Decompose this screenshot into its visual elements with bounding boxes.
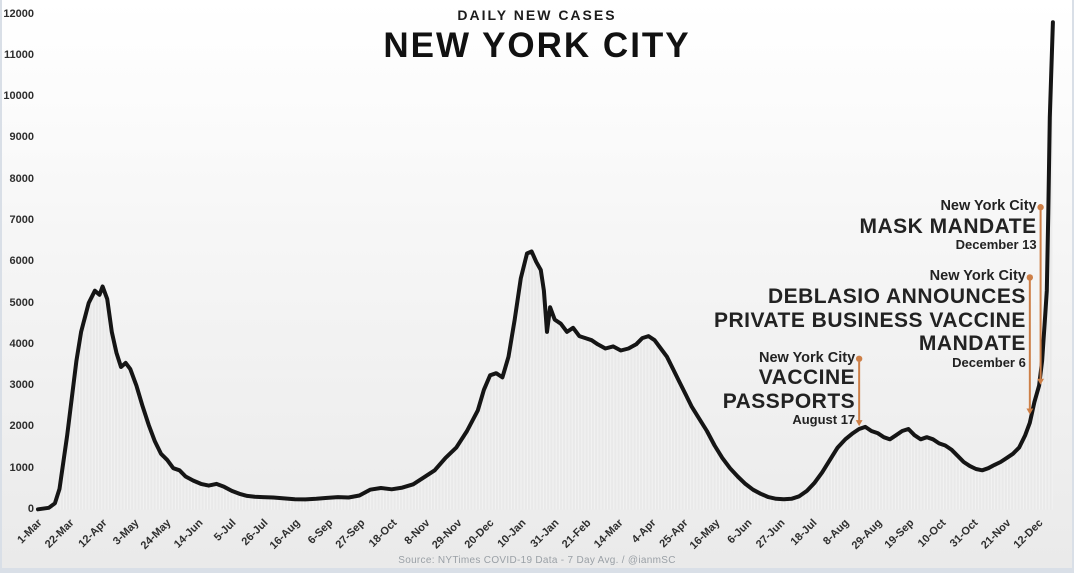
annotation-title-line: MANDATE bbox=[918, 332, 1026, 356]
y-tick-label: 12000 bbox=[3, 7, 34, 20]
annotation-title-line: MASK MANDATE bbox=[859, 214, 1037, 238]
y-tick-label: 0 bbox=[27, 503, 34, 515]
annotation-title-line: PASSPORTS bbox=[722, 389, 856, 413]
annotation-1: New York City DEBLASIO ANNOUNCES PRIVATE B… bbox=[714, 269, 1026, 370]
chart-subtitle: DAILY NEW CASES bbox=[457, 7, 617, 23]
y-tick-label: 1000 bbox=[9, 461, 34, 474]
y-tick-label: 3000 bbox=[9, 379, 34, 392]
y-tick-label: 2000 bbox=[9, 420, 34, 433]
y-tick-label: 10000 bbox=[3, 90, 34, 103]
y-tick-label: 5000 bbox=[9, 296, 34, 309]
annotation-city-label: New York City bbox=[758, 349, 856, 366]
y-tick-label: 9000 bbox=[9, 131, 34, 144]
y-tick-label: 11000 bbox=[4, 48, 34, 61]
source-credit: Source: NYTimes COVID-19 Data - 7 Day Av… bbox=[398, 555, 676, 566]
annotation-city-label: New York City bbox=[929, 268, 1026, 285]
y-tick-label: 6000 bbox=[9, 255, 34, 268]
annotation-date-label: August 17 bbox=[792, 412, 856, 428]
area-fill bbox=[38, 22, 1053, 510]
cases-line bbox=[36, 20, 1055, 512]
annotation-0: New York City VACCINE PASSPORTS August 17 bbox=[722, 349, 856, 429]
annotation-date-label: December 6 bbox=[952, 354, 1026, 370]
annotation-city-label: New York City bbox=[940, 198, 1037, 215]
annotation-2: New York City MASK MANDATE December 13 bbox=[860, 199, 1037, 253]
y-tick-label: 7000 bbox=[9, 213, 34, 226]
annotation-arrows bbox=[855, 204, 1044, 427]
annotation-title-line: PRIVATE BUSINESS VACCINE bbox=[713, 308, 1026, 332]
y-tick-label: 8000 bbox=[9, 172, 34, 185]
annotation-title-line: DEBLASIO ANNOUNCES bbox=[767, 285, 1026, 309]
y-tick-label: 4000 bbox=[9, 337, 34, 350]
annotation-date-label: December 13 bbox=[955, 237, 1037, 253]
annotation-title-line: VACCINE bbox=[758, 366, 856, 390]
page-title: NEW YORK CITY bbox=[383, 26, 691, 65]
